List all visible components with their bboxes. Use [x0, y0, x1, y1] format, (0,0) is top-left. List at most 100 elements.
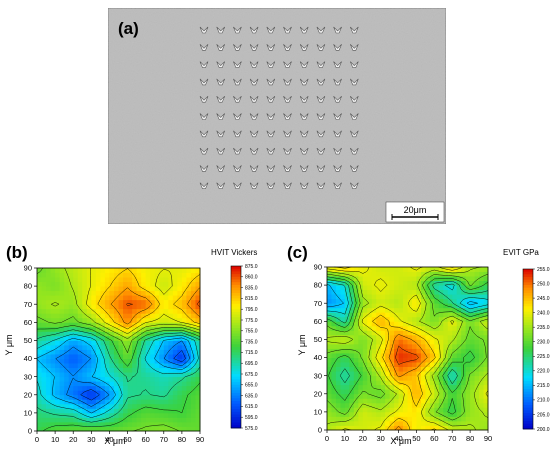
heatmap-cell	[127, 385, 133, 391]
heatmap-cell	[403, 334, 408, 340]
heatmap-cell	[68, 326, 74, 332]
heatmap-cell	[447, 375, 453, 381]
heatmap-cell	[136, 399, 142, 405]
heatmap-cell	[59, 268, 65, 273]
heatmap-cell	[327, 307, 332, 313]
heatmap-cell	[358, 402, 364, 408]
heatmap-cell	[113, 295, 119, 301]
heatmap-cell	[50, 277, 56, 282]
heatmap-cell	[82, 385, 88, 391]
heatmap-cell	[335, 357, 341, 363]
heatmap-cell	[371, 366, 377, 372]
heatmap-cell	[73, 385, 79, 391]
heatmap-cell	[420, 312, 426, 318]
heatmap-cell	[407, 316, 413, 322]
heatmap-cell	[145, 299, 151, 305]
heatmap-cell	[371, 312, 377, 318]
heatmap-cell	[95, 394, 101, 400]
heatmap-cell	[86, 399, 92, 405]
heatmap-cell	[91, 331, 97, 337]
colorbar-segment	[231, 395, 241, 399]
heatmap-cell	[95, 272, 101, 278]
heatmap-cell	[385, 407, 391, 413]
heatmap-cell	[82, 349, 88, 355]
heatmap-cell	[59, 376, 65, 382]
heatmap-cell	[479, 271, 484, 277]
heatmap-cell	[150, 426, 156, 432]
heatmap-cell	[429, 280, 435, 286]
heatmap-cell	[465, 276, 471, 281]
heatmap-cell	[186, 313, 192, 319]
heatmap-cell	[344, 411, 350, 417]
heatmap-cell	[123, 390, 128, 396]
heatmap-cell	[461, 407, 467, 413]
heatmap-cell	[73, 376, 79, 382]
heatmap-cell	[172, 268, 178, 273]
heatmap-cell	[358, 334, 364, 340]
heatmap-cell	[349, 389, 355, 395]
heatmap-cell	[136, 381, 142, 387]
heatmap-cell	[456, 389, 462, 395]
heatmap-cell	[68, 381, 74, 387]
heatmap-cell	[470, 285, 475, 291]
heatmap-cell	[150, 394, 156, 400]
indent-mark	[266, 44, 276, 51]
heatmap-cell	[353, 289, 359, 295]
heatmap-cell	[407, 285, 413, 291]
heatmap-cell	[461, 348, 467, 354]
heatmap-cell	[123, 399, 128, 405]
colorbar-segment	[523, 285, 533, 289]
heatmap-cell	[479, 285, 484, 291]
heatmap-cell	[55, 286, 61, 292]
heatmap-cell	[123, 272, 128, 278]
heatmap-cell	[123, 394, 128, 400]
heatmap-cell	[91, 363, 97, 369]
colorbar-segment	[231, 425, 241, 429]
heatmap-cell	[123, 331, 128, 337]
heatmap-cell	[483, 366, 489, 372]
heatmap-cell	[37, 268, 42, 273]
heatmap-cell	[113, 412, 119, 418]
heatmap-cell	[398, 366, 404, 372]
heatmap-cell	[41, 322, 47, 328]
heatmap-cell	[150, 354, 156, 359]
heatmap-cell	[443, 402, 449, 408]
y-tick-label: 10	[314, 407, 322, 416]
heatmap-cell	[91, 317, 97, 323]
heatmap-cell	[470, 402, 475, 408]
heatmap-cell	[136, 340, 142, 346]
heatmap-cell	[340, 285, 346, 291]
heatmap-cell	[327, 285, 332, 291]
heatmap-cell	[118, 412, 124, 418]
heatmap-cell	[474, 276, 480, 281]
heatmap-cell	[113, 390, 119, 396]
colorbar-segment	[231, 419, 241, 423]
heatmap-cell	[132, 399, 138, 405]
heatmap-cell	[398, 267, 404, 272]
indent-mark	[199, 26, 209, 34]
x-tick-label: 80	[466, 434, 474, 443]
heatmap-cell	[362, 362, 368, 368]
heatmap-cell	[86, 358, 92, 364]
heatmap-cell	[470, 425, 475, 431]
heatmap-cell	[41, 399, 47, 405]
heatmap-cell	[95, 354, 101, 359]
heatmap-cell	[340, 330, 346, 336]
heatmap-cell	[104, 340, 110, 346]
heatmap-cell	[195, 399, 201, 405]
heatmap-cell	[452, 353, 458, 358]
heatmap-cell	[55, 281, 61, 287]
heatmap-cell	[438, 330, 444, 336]
heatmap-cell	[456, 325, 462, 331]
y-tick-label: 70	[24, 300, 32, 309]
heatmap-cell	[398, 330, 404, 336]
heatmap-cell	[452, 312, 458, 318]
heatmap-cell	[394, 343, 399, 349]
heatmap-cell	[420, 380, 426, 386]
y-tick-label: 80	[314, 281, 322, 290]
heatmap-cell	[132, 403, 138, 409]
heatmap-cell	[389, 375, 395, 381]
heatmap-cell	[335, 267, 341, 272]
heatmap-cell	[353, 294, 359, 300]
heatmap-cell	[91, 268, 97, 273]
